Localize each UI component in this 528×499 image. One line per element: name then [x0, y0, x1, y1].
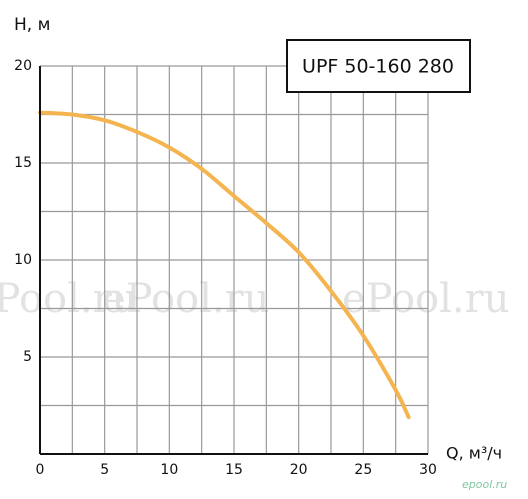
y-tick-label: 10	[14, 252, 32, 268]
y-tick-label: 20	[14, 58, 32, 74]
watermark: epool.ru	[462, 478, 507, 491]
watermark: ePool.ru	[0, 276, 138, 322]
x-tick-label: 30	[419, 462, 437, 478]
x-tick-label: 20	[290, 462, 308, 478]
watermark: ePool.ru	[342, 276, 510, 322]
watermark: ePool.ru	[102, 276, 270, 322]
legend-title: UPF 50-160 280	[302, 56, 454, 78]
y-tick-label: 5	[23, 349, 32, 365]
y-axis-label: H, м	[14, 15, 50, 35]
legend-box	[286, 39, 471, 93]
x-tick-label: 5	[100, 462, 109, 478]
x-tick-label: 10	[160, 462, 178, 478]
y-tick-label: 15	[14, 155, 32, 171]
curve	[38, 110, 411, 420]
x-tick-label: 25	[354, 462, 372, 478]
x-axis-label: Q, м³/ч	[446, 444, 502, 463]
x-tick-label: 0	[36, 462, 45, 478]
x-tick-label: 15	[225, 462, 243, 478]
